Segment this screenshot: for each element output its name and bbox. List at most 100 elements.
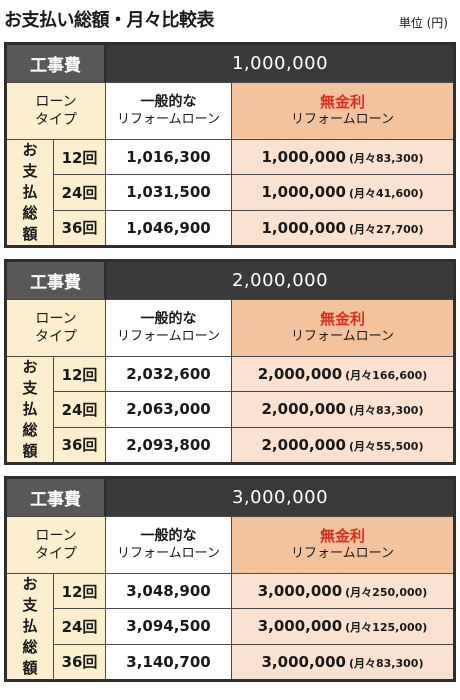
table-row: お支払総額 12回 2,032,600 2,000,000 (月々166,600) xyxy=(5,355,455,464)
monthly-payment: (月々83,300) xyxy=(348,152,424,166)
term-cell: 36回 xyxy=(53,426,106,465)
term-cell: 12回 xyxy=(53,572,106,610)
interest-free-total: 2,000,000 xyxy=(261,435,346,454)
term-cell: 12回 xyxy=(53,138,106,176)
comparison-table: ローン タイプ 一般的な リフォームローン 無金利 リフォームローンお支払総額 12回 3,0… xyxy=(4,516,456,682)
total-payment-char: お xyxy=(22,575,38,593)
total-payment-char: 額 xyxy=(22,442,38,460)
loan-type-header: ローン タイプ xyxy=(5,516,106,574)
normal-loan-line2: リフォームローン xyxy=(117,112,220,127)
table-row: 36回 2,093,800 2,000,000 (月々55,500) xyxy=(6,426,455,465)
normal-loan-line1: 一般的な xyxy=(140,94,197,110)
page-header: お支払い総額・月々比較表 単位 (円) xyxy=(4,6,456,32)
cost-block: 工事費 3,000,000 ローン タイプ 一般的な リフォームローン 無金利 リフォームロー… xyxy=(4,476,456,682)
normal-total-cell: 1,031,500 xyxy=(105,174,232,211)
normal-total-cell: 2,063,000 xyxy=(105,391,232,428)
normal-total-cell: 1,046,900 xyxy=(105,209,232,248)
loan-type-line2: タイプ xyxy=(35,546,77,562)
interest-free-cell: 2,000,000 (月々55,500) xyxy=(231,426,455,465)
table-row: 36回 1,046,900 1,000,000 (月々27,700) xyxy=(6,209,455,248)
term-cell: 36回 xyxy=(53,209,106,248)
interest-free-cell: 3,000,000 (月々250,000) xyxy=(231,572,455,610)
interest-free-cell: 3,000,000 (月々125,000) xyxy=(231,608,455,645)
term-cell: 12回 xyxy=(53,355,106,393)
loan-type-line1: ローン xyxy=(35,528,77,544)
table-row: お支払総額 12回 1,016,300 1,000,000 (月々83,300) xyxy=(5,138,455,247)
interest-free-total: 3,000,000 xyxy=(257,582,343,601)
loan-type-header: ローン タイプ xyxy=(5,299,106,357)
term-cell: 24回 xyxy=(53,608,106,645)
cost-label: 工事費 xyxy=(7,479,107,516)
interest-free-total: 2,000,000 xyxy=(261,400,346,419)
comparison-table: ローン タイプ 一般的な リフォームローン 無金利 リフォームローンお支払総額 12回 2,0… xyxy=(4,299,456,465)
monthly-payment: (月々83,300) xyxy=(348,404,424,418)
normal-loan-line2: リフォームローン xyxy=(117,329,220,344)
monthly-payment: (月々250,000) xyxy=(345,586,428,600)
normal-loan-header: 一般的な リフォームローン xyxy=(105,516,232,574)
monthly-payment: (月々41,600) xyxy=(348,187,424,201)
normal-total-cell: 2,093,800 xyxy=(105,426,232,465)
monthly-payment: (月々166,600) xyxy=(345,369,428,383)
interest-free-cell: 2,000,000 (月々83,300) xyxy=(231,391,455,428)
normal-loan-line1: 一般的な xyxy=(140,528,197,544)
cost-block: 工事費 1,000,000 ローン タイプ 一般的な リフォームローン 無金利 リフォームロー… xyxy=(4,42,456,248)
table-row: 24回 3,094,500 3,000,000 (月々125,000) xyxy=(6,608,455,645)
interest-free-total: 1,000,000 xyxy=(261,148,346,167)
table-row: 36回 3,140,700 3,000,000 (月々83,300) xyxy=(6,643,455,682)
monthly-payment: (月々83,300) xyxy=(348,656,424,670)
total-payment-char: 総 xyxy=(22,421,38,439)
interest-free-cell: 3,000,000 (月々83,300) xyxy=(231,643,455,682)
interest-free-total: 3,000,000 xyxy=(257,617,343,636)
total-payment-char: 支 xyxy=(22,379,38,397)
table-row: 24回 1,031,500 1,000,000 (月々41,600) xyxy=(6,174,455,211)
interest-free-header: 無金利 リフォームローン xyxy=(231,516,455,574)
term-cell: 24回 xyxy=(53,174,106,211)
interest-free-total: 1,000,000 xyxy=(261,183,346,202)
total-payment-char: 額 xyxy=(22,659,38,677)
interest-free-line2: リフォームローン xyxy=(291,112,394,127)
table-header-row: ローン タイプ 一般的な リフォームローン 無金利 リフォームローン xyxy=(5,516,455,574)
cost-label: 工事費 xyxy=(7,45,107,82)
total-payment-char: お xyxy=(22,141,38,159)
interest-free-line1: 無金利 xyxy=(319,310,365,328)
interest-free-total: 3,000,000 xyxy=(261,652,346,671)
table-row: 24回 2,063,000 2,000,000 (月々83,300) xyxy=(6,391,455,428)
total-payment-char: 総 xyxy=(22,638,38,656)
total-payment-label: お支払総額 xyxy=(5,573,54,681)
total-payment-char: 額 xyxy=(22,225,38,243)
total-payment-char: 払 xyxy=(22,400,38,418)
interest-free-line1: 無金利 xyxy=(319,93,365,111)
cost-header: 工事費 2,000,000 xyxy=(4,259,456,299)
total-payment-label: お支払総額 xyxy=(5,356,54,464)
table-header-row: ローン タイプ 一般的なリフォームローン 無金利 リフォームローン xyxy=(5,299,455,357)
cost-value: 3,000,000 xyxy=(107,479,453,516)
total-payment-label: お支払総額 xyxy=(5,139,54,247)
table-row: お支払総額 12回 3,048,900 3,000,000 (月々250,000) xyxy=(5,572,455,681)
cost-header: 工事費 1,000,000 xyxy=(4,42,456,82)
total-payment-char: 支 xyxy=(22,162,38,180)
monthly-payment: (月々55,500) xyxy=(348,439,424,453)
comparison-table: ローン タイプ 一般的な リフォームローン 無金利 リフォームローンお支払総額 12回 1,0… xyxy=(4,82,456,248)
cost-value: 2,000,000 xyxy=(107,262,453,299)
loan-type-line1: ローン xyxy=(35,311,77,327)
monthly-payment: (月々125,000) xyxy=(345,621,428,635)
normal-total-cell: 3,048,900 xyxy=(105,572,232,610)
cost-header: 工事費 3,000,000 xyxy=(4,476,456,516)
term-cell: 24回 xyxy=(53,391,106,428)
normal-loan-line1: 一般的な xyxy=(140,311,197,327)
total-payment-char: 払 xyxy=(22,617,38,635)
total-payment-char: 払 xyxy=(22,183,38,201)
interest-free-cell: 1,000,000 (月々27,700) xyxy=(231,209,455,248)
interest-free-cell: 2,000,000 (月々166,600) xyxy=(231,355,455,393)
interest-free-total: 2,000,000 xyxy=(257,365,343,384)
total-payment-char: 支 xyxy=(22,596,38,614)
interest-free-line1: 無金利 xyxy=(319,527,365,545)
interest-free-header: 無金利 リフォームローン xyxy=(231,299,455,357)
loan-type-header: ローン タイプ xyxy=(5,82,106,140)
normal-total-cell: 2,032,600 xyxy=(105,355,232,393)
unit-note: 単位 (円) xyxy=(398,16,448,30)
normal-loan-header: 一般的なリフォームローン xyxy=(105,82,232,140)
interest-free-cell: 1,000,000 (月々83,300) xyxy=(231,138,455,176)
normal-total-cell: 1,016,300 xyxy=(105,138,232,176)
normal-total-cell: 3,140,700 xyxy=(105,643,232,682)
